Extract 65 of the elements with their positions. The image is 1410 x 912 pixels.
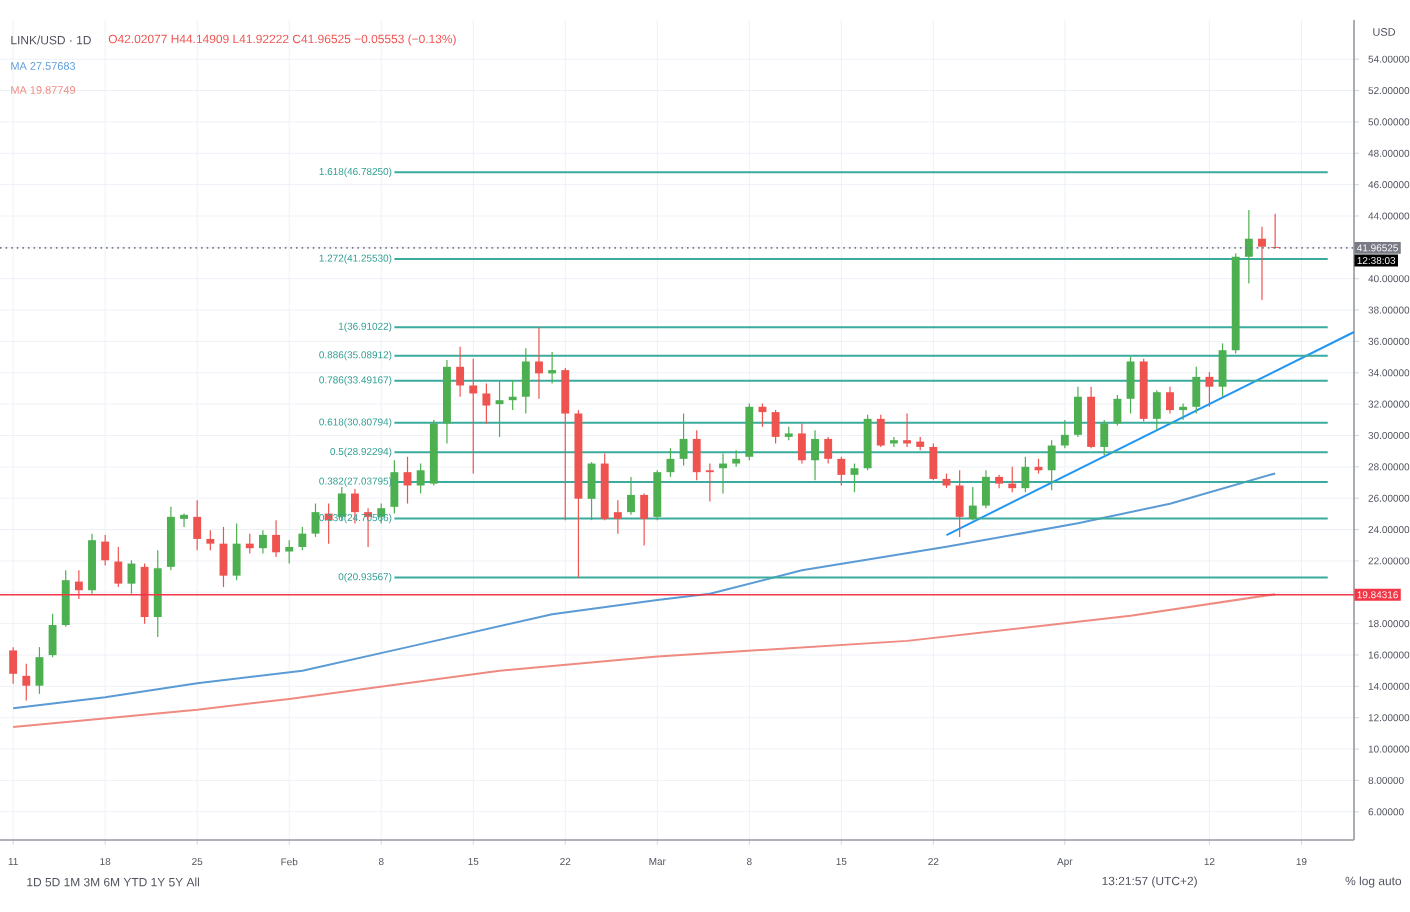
candlestick xyxy=(1047,439,1056,491)
candlestick xyxy=(416,462,425,495)
candlestick xyxy=(850,462,859,493)
candlestick xyxy=(298,526,307,551)
candlestick xyxy=(627,476,635,516)
candlestick xyxy=(797,422,806,465)
candlestick xyxy=(1166,386,1174,415)
candlestick xyxy=(1179,402,1188,421)
candlestick xyxy=(193,499,202,551)
candlestick xyxy=(640,492,649,547)
candlestick xyxy=(811,429,819,481)
candlestick xyxy=(1126,356,1135,415)
candlestick xyxy=(74,569,83,600)
candlestick xyxy=(1060,419,1069,449)
candlestick xyxy=(1244,209,1253,284)
candlestick xyxy=(48,613,57,658)
candlestick xyxy=(1113,394,1122,427)
candlestick xyxy=(311,502,320,538)
candlestick xyxy=(653,469,662,521)
candlestick xyxy=(1152,389,1161,431)
candlestick xyxy=(705,462,714,503)
candlestick xyxy=(390,459,399,515)
candlestick xyxy=(837,456,846,487)
candlestick xyxy=(613,499,622,535)
candlestick xyxy=(272,519,281,558)
candlestick xyxy=(285,539,294,565)
candlestick xyxy=(824,436,833,465)
candlestick xyxy=(456,346,465,398)
candlestick xyxy=(955,469,964,538)
candlestick xyxy=(521,347,530,415)
candlestick xyxy=(495,379,504,438)
candlestick xyxy=(258,529,267,555)
candlestick xyxy=(903,412,911,448)
candlestick xyxy=(1258,226,1266,301)
candlestick xyxy=(771,409,780,445)
candlestick xyxy=(535,326,543,400)
candlestick xyxy=(206,529,215,551)
candlestick xyxy=(876,414,885,448)
candlestick xyxy=(403,456,412,505)
candlestick xyxy=(22,663,31,702)
candlestick xyxy=(889,436,898,448)
candlestick xyxy=(1205,371,1214,408)
candlestick xyxy=(9,646,18,685)
candlestick xyxy=(469,358,478,475)
candlestick xyxy=(35,646,44,695)
candlestick xyxy=(114,546,123,588)
candlestick xyxy=(548,351,557,385)
candlestick xyxy=(587,461,596,521)
candlestick xyxy=(180,512,188,528)
candlestick xyxy=(561,367,570,521)
candlestick xyxy=(666,447,675,478)
candlestick xyxy=(929,442,938,481)
candlestick xyxy=(1100,419,1109,456)
candlestick xyxy=(1192,366,1201,415)
candlestick xyxy=(61,569,70,628)
candlestick xyxy=(101,534,110,567)
candlestick xyxy=(692,429,701,481)
candlestick xyxy=(1074,386,1082,438)
candlestick xyxy=(981,469,990,509)
candlestick xyxy=(1218,342,1227,398)
candlestick xyxy=(679,412,688,467)
candlestick xyxy=(968,486,977,521)
candlestick xyxy=(482,382,491,425)
candlestick xyxy=(1021,456,1030,493)
candlestick xyxy=(232,522,241,581)
